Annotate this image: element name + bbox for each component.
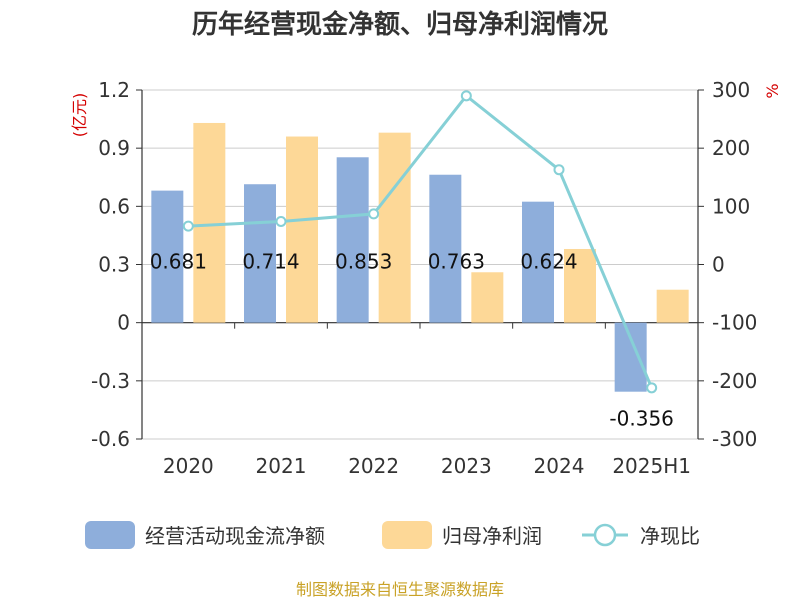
category-label: 2025H1 bbox=[612, 454, 691, 478]
category-label: 2023 bbox=[441, 454, 492, 478]
left-tick-label: 0.9 bbox=[98, 136, 130, 160]
data-label-cashflow: -0.356 bbox=[609, 406, 673, 430]
bar-cashflow bbox=[336, 157, 369, 323]
data-label-cashflow: 0.624 bbox=[520, 250, 577, 274]
bar-cashflow bbox=[614, 322, 647, 392]
category-label: 2020 bbox=[163, 454, 214, 478]
ratio-point bbox=[182, 220, 194, 232]
right-tick-label: -100 bbox=[712, 311, 757, 335]
bar-cashflow bbox=[522, 201, 554, 323]
bar-cashflow bbox=[151, 190, 184, 323]
ratio-point bbox=[646, 382, 658, 394]
category-label: 2021 bbox=[256, 454, 307, 478]
bar-cashflow bbox=[244, 184, 276, 323]
legend-swatch-cashflow bbox=[85, 521, 135, 549]
left-tick-label: -0.6 bbox=[91, 427, 130, 451]
ratio-point bbox=[368, 208, 380, 220]
category-label: 2024 bbox=[534, 454, 585, 478]
source-note: 制图数据来自恒生聚源数据库 bbox=[296, 580, 504, 599]
right-tick-label: 200 bbox=[712, 136, 750, 160]
bar-cashflow bbox=[429, 174, 462, 323]
left-tick-label: -0.3 bbox=[91, 369, 130, 393]
legend-label-ratio: 净现比 bbox=[640, 524, 700, 548]
data-label-cashflow: 0.763 bbox=[428, 250, 485, 274]
right-tick-label: -300 bbox=[712, 427, 757, 451]
data-label-cashflow: 0.681 bbox=[150, 250, 207, 274]
left-tick-label: 0 bbox=[117, 311, 130, 335]
bar-profit bbox=[656, 289, 689, 323]
left-tick-label: 0.6 bbox=[98, 194, 130, 218]
line-series bbox=[182, 90, 658, 394]
data-label-cashflow: 0.714 bbox=[242, 250, 299, 274]
legend-label-cashflow: 经营活动现金流净额 bbox=[145, 524, 325, 548]
data-label-cashflow: 0.853 bbox=[335, 250, 392, 274]
left-axis-unit: (亿元) bbox=[70, 93, 89, 138]
right-tick-label: -200 bbox=[712, 369, 757, 393]
axes bbox=[136, 89, 704, 440]
legend-marker-ratio bbox=[593, 523, 617, 547]
grid bbox=[142, 89, 698, 440]
chart-title: 历年经营现金净额、归母净利润情况 bbox=[192, 9, 608, 40]
legend-swatch-profit bbox=[382, 521, 432, 549]
right-tick-label: 100 bbox=[712, 194, 750, 218]
ratio-point bbox=[460, 90, 472, 102]
ratio-point bbox=[275, 215, 287, 227]
right-tick-label: 0 bbox=[712, 253, 725, 277]
ratio-line bbox=[188, 93, 654, 389]
legend-label-profit: 归母净利润 bbox=[442, 524, 542, 548]
legend: 经营活动现金流净额 归母净利润 净现比 bbox=[85, 521, 700, 549]
bar-profit bbox=[286, 136, 318, 323]
bar-profit bbox=[564, 248, 596, 323]
bar-profit bbox=[378, 132, 411, 323]
ratio-point bbox=[553, 164, 565, 176]
data-labels: 0.681 0.714 0.853 0.763 0.624 -0.356 bbox=[150, 250, 674, 431]
left-tick-label: 1.2 bbox=[98, 78, 130, 102]
tick-labels: -0.6 -0.3 0 0.3 0.6 0.9 1.2 -300 -200 -100 0 100 200… bbox=[91, 78, 757, 478]
right-tick-label: 300 bbox=[712, 78, 750, 102]
right-axis-unit: % bbox=[763, 83, 782, 98]
bars bbox=[151, 122, 689, 392]
left-tick-label: 0.3 bbox=[98, 253, 130, 277]
bar-profit bbox=[471, 272, 504, 323]
bar-profit bbox=[193, 122, 226, 323]
category-label: 2022 bbox=[348, 454, 399, 478]
